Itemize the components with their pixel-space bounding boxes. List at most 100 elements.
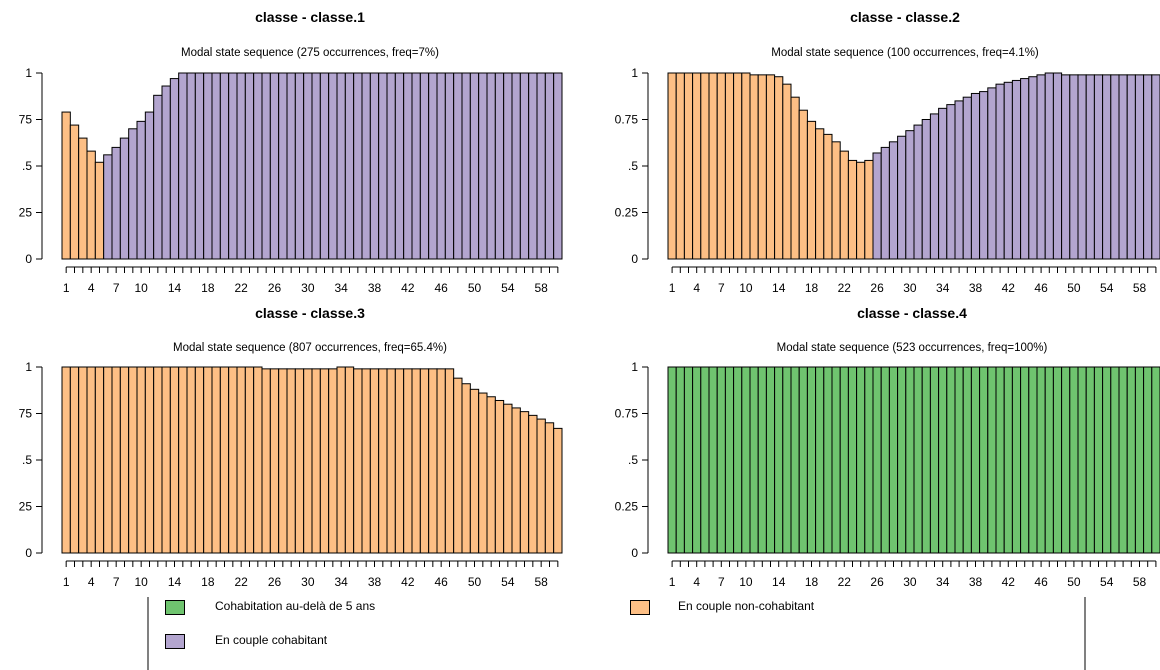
bar: [757, 366, 767, 554]
bar: [461, 72, 471, 260]
bar: [211, 72, 221, 260]
bar: [798, 366, 808, 554]
bar: [544, 422, 555, 554]
bar: [1102, 74, 1112, 260]
bar: [1011, 79, 1022, 260]
x-tick-label: 50: [1067, 575, 1081, 589]
bar: [1126, 74, 1136, 260]
bar: [897, 135, 907, 260]
bar: [921, 119, 931, 260]
bar: [921, 366, 931, 554]
legend-swatch-cohab: [165, 634, 185, 649]
bar: [724, 366, 735, 554]
bar: [716, 366, 726, 554]
bar: [219, 72, 230, 260]
x-tick-label: 30: [301, 575, 315, 589]
bar: [1028, 76, 1038, 260]
bar: [436, 368, 446, 554]
bar: [905, 366, 915, 554]
panel-classe-1: classe - classe.1 Modal state sequence (2…: [19, 9, 563, 295]
bar: [311, 368, 321, 554]
bar: [94, 366, 105, 554]
x-tick-label: 10: [739, 575, 753, 589]
x-tick-label: 10: [134, 575, 148, 589]
bar: [211, 366, 221, 554]
bar: [386, 368, 396, 554]
bar: [806, 366, 817, 554]
bar: [361, 368, 371, 554]
bar: [749, 74, 759, 260]
x-tick-label: 38: [969, 281, 983, 295]
chart-title: classe - classe.2: [850, 9, 960, 25]
bar: [847, 159, 858, 260]
bar: [553, 72, 563, 260]
y-tick-label: 25: [19, 500, 33, 514]
bar: [823, 366, 833, 554]
x-tick-label: 7: [718, 575, 725, 589]
x-tick-label: 42: [401, 575, 415, 589]
bar: [369, 368, 380, 554]
bar: [336, 72, 346, 260]
bar: [436, 72, 446, 260]
bar: [444, 368, 455, 554]
bar: [798, 109, 808, 260]
bar: [403, 368, 413, 554]
bar: [1134, 74, 1145, 260]
bar: [253, 366, 263, 554]
bar: [774, 366, 784, 554]
bar: [708, 72, 718, 260]
bar: [683, 72, 694, 260]
x-tick-label: 1: [63, 281, 70, 295]
bar: [494, 399, 505, 554]
bar: [831, 141, 841, 260]
bar: [536, 72, 546, 260]
x-tick-label: 34: [936, 281, 950, 295]
bar: [1093, 74, 1104, 260]
bar: [847, 366, 858, 554]
bar: [774, 76, 784, 260]
bar: [872, 152, 882, 260]
x-tick-label: 22: [838, 281, 852, 295]
bar: [987, 87, 997, 260]
bar: [103, 154, 113, 260]
x-tick-label: 42: [1002, 575, 1016, 589]
bar: [790, 96, 800, 260]
bar: [913, 366, 923, 554]
bar: [236, 366, 246, 554]
bar: [328, 72, 338, 260]
bar: [1020, 78, 1030, 260]
bar: [1044, 72, 1054, 260]
x-tick-label: 42: [401, 281, 415, 295]
bar: [741, 72, 751, 260]
bar: [929, 113, 940, 260]
bar: [378, 368, 388, 554]
bar: [880, 366, 890, 554]
bar: [444, 72, 455, 260]
bar: [970, 366, 981, 554]
y-tick-label: 0: [25, 546, 32, 560]
bar: [880, 146, 890, 260]
bar: [528, 72, 538, 260]
x-tick-label: 14: [168, 281, 182, 295]
bar: [1044, 366, 1054, 554]
bar: [419, 368, 430, 554]
bar: [269, 368, 280, 554]
bar: [411, 368, 421, 554]
legend-label: Cohabitation au-delà de 5 ans: [215, 599, 376, 613]
bar: [136, 120, 146, 260]
bar: [244, 72, 255, 260]
bar: [144, 366, 155, 554]
x-tick-label: 34: [936, 575, 950, 589]
x-tick-label: 34: [334, 575, 348, 589]
bar: [386, 72, 396, 260]
bar: [486, 396, 496, 554]
x-tick-label: 54: [1100, 575, 1114, 589]
x-tick-label: 14: [168, 575, 182, 589]
bar: [1118, 366, 1128, 554]
bar: [78, 366, 88, 554]
bar: [864, 159, 874, 260]
bar: [61, 111, 71, 260]
bar: [831, 366, 841, 554]
bar: [1028, 366, 1038, 554]
bar: [161, 85, 171, 260]
